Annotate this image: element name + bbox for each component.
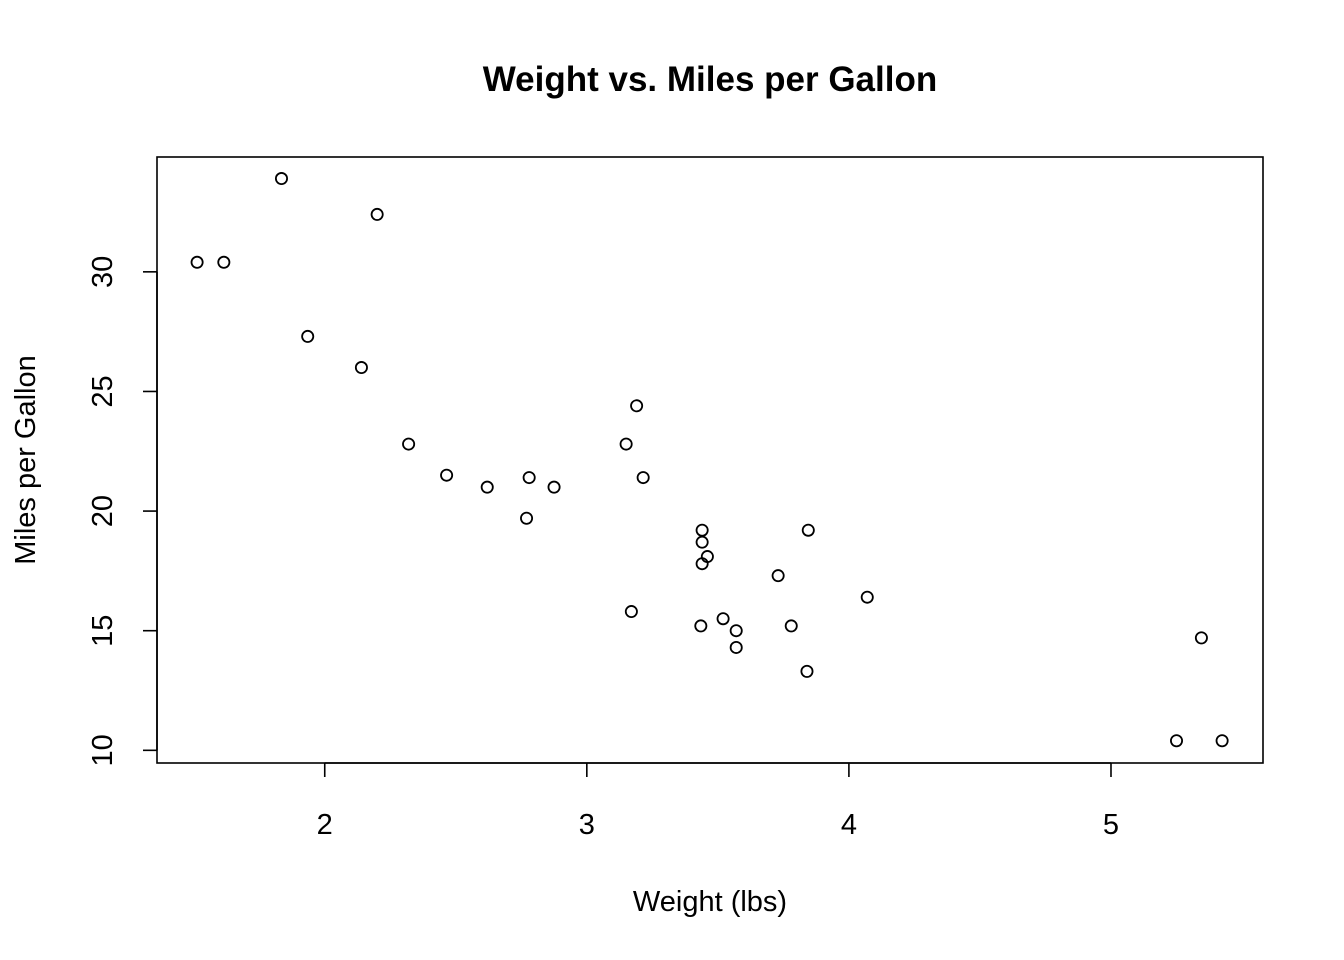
data-point [1194,631,1208,645]
data-point [716,612,730,626]
data-point [860,590,874,604]
data-point [354,361,368,375]
data-point [370,207,384,221]
data-point [694,619,708,633]
data-point [480,480,494,494]
data-point [771,569,785,583]
y-tick-label: 25 [87,375,119,407]
chart-title: Weight vs. Miles per Gallon [483,60,937,99]
x-tick-label: 3 [579,809,595,841]
data-point [784,619,798,633]
x-tick-label: 4 [841,809,857,841]
x-tick-label: 5 [1103,809,1119,841]
data-point [190,255,204,269]
data-point [520,511,534,525]
data-point [801,523,815,537]
data-point [630,399,644,413]
data-point [624,605,638,619]
plot-area-border [156,156,1264,764]
data-point [695,535,709,549]
data-point [695,557,709,571]
y-axis: 10 15 20 25 30 [87,256,158,766]
data-point [402,437,416,451]
data-point [301,329,315,343]
x-axis: 2 3 4 5 [317,762,1119,841]
x-axis-label: Weight (lbs) [633,886,787,918]
data-point [636,471,650,485]
y-tick-label: 15 [87,615,119,647]
y-tick-label: 20 [87,495,119,527]
data-point [1215,734,1229,748]
data-point [440,468,454,482]
data-point [1170,734,1184,748]
data-point [217,255,231,269]
data-point [695,523,709,537]
data-point [547,480,561,494]
data-point [522,471,536,485]
data-point [274,172,288,186]
data-point [729,624,743,638]
data-point [619,437,633,451]
y-tick-label: 10 [87,734,119,766]
y-tick-label: 30 [87,256,119,288]
y-axis-label: Miles per Gallon [10,355,42,565]
data-point [729,640,743,654]
data-point [800,664,814,678]
x-tick-label: 2 [317,809,333,841]
data-points [190,172,1229,748]
